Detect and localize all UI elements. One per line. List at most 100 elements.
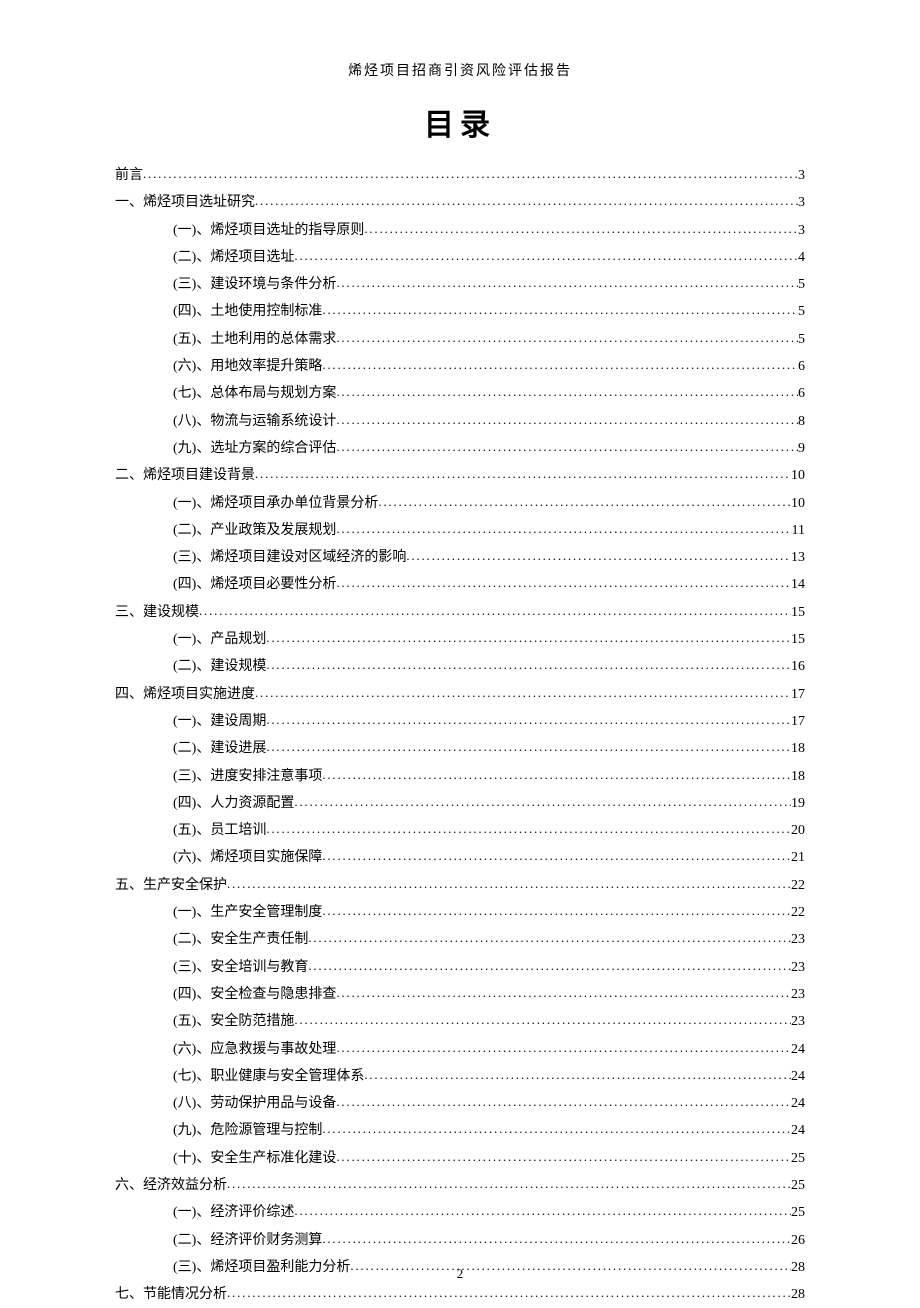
toc-leader-dots [294,243,798,268]
toc-entry: 五、生产安全保护22 [115,872,805,899]
toc-leader-dots [336,379,798,404]
toc-entry-page: 13 [791,544,805,571]
toc-leader-dots [336,570,791,595]
toc-entry: (三)、烯烃项目建设对区域经济的影响 13 [173,544,805,571]
toc-leader-dots [336,434,798,459]
toc-entry: (一)、烯烃项目选址的指导原则3 [173,217,805,244]
toc-entry-text: (四)、土地使用控制标准 [173,298,322,325]
toc-entry-text: (二)、建设进展 [173,735,266,762]
toc-leader-dots [336,1035,791,1060]
toc-entry: (一)、建设周期17 [173,708,805,735]
toc-entry: (八)、物流与运输系统设计 8 [173,408,805,435]
toc-leader-dots [294,789,791,814]
toc-leader-dots [255,188,798,213]
toc-leader-dots [266,707,791,732]
toc-leader-dots [336,270,798,295]
toc-leader-dots [294,1198,791,1223]
toc-leader-dots [266,652,791,677]
toc-entry: (三)、进度安排注意事项 18 [173,763,805,790]
toc-entry-page: 4 [798,244,805,271]
toc-entry-page: 15 [791,599,805,626]
toc-entry: (四)、安全检查与隐患排查23 [173,981,805,1008]
toc-leader-dots [336,407,798,432]
toc-entry-text: (十)、安全生产标准化建设 [173,1145,336,1172]
toc-entry-text: (九)、危险源管理与控制 [173,1117,322,1144]
toc-entry: (四)、人力资源配置 19 [173,790,805,817]
toc-entry: (一)、烯烃项目承办单位背景分析 10 [173,490,805,517]
toc-entry: (六)、烯烃项目实施保障 21 [173,844,805,871]
toc-entry-text: (八)、物流与运输系统设计 [173,408,336,435]
toc-entry: (三)、安全培训与教育23 [173,954,805,981]
toc-entry-page: 28 [791,1281,805,1308]
toc-entry-page: 21 [791,844,805,871]
toc-entry-page: 24 [791,1090,805,1117]
toc-leader-dots [143,161,798,186]
toc-entry-page: 24 [791,1063,805,1090]
toc-entry-text: 一、烯烃项目选址研究 [115,189,255,216]
page-number: 2 [0,1266,920,1282]
toc-entry: (一)、生产安全管理制度 22 [173,899,805,926]
toc-leader-dots [322,1226,791,1251]
toc-entry-text: (一)、生产安全管理制度 [173,899,322,926]
toc-entry-text: (一)、产品规划 [173,626,266,653]
toc-entry-text: (六)、烯烃项目实施保障 [173,844,322,871]
toc-entry-page: 18 [791,735,805,762]
toc-leader-dots [336,325,798,350]
toc-entry-page: 18 [791,763,805,790]
toc-entry: 三、建设规模15 [115,599,805,626]
toc-entry: 四、烯烃项目实施进度17 [115,681,805,708]
toc-entry-text: (一)、建设周期 [173,708,266,735]
toc-entry-text: (三)、建设环境与条件分析 [173,271,336,298]
toc-entry-text: (二)、建设规模 [173,653,266,680]
toc-leader-dots [322,352,798,377]
toc-entry-page: 19 [791,790,805,817]
toc-entry-page: 15 [791,626,805,653]
toc-entry-text: 四、烯烃项目实施进度 [115,681,255,708]
toc-entry: (六)、用地效率提升策略6 [173,353,805,380]
toc-entry-page: 25 [791,1172,805,1199]
toc-entry-page: 8 [798,408,805,435]
toc-entry-text: (一)、烯烃项目承办单位背景分析 [173,490,378,517]
toc-leader-dots [199,598,791,623]
document-header: 烯烃项目招商引资风险评估报告 [115,60,805,80]
toc-entry-page: 22 [791,872,805,899]
toc-leader-dots [294,1007,791,1032]
toc-container: 前言3一、烯烃项目选址研究3(一)、烯烃项目选址的指导原则3(二)、烯烃项目选址… [115,162,805,1308]
toc-entry: (二)、建设规模 16 [173,653,805,680]
toc-leader-dots [266,625,791,650]
toc-entry-text: (四)、安全检查与隐患排查 [173,981,336,1008]
toc-entry: (九)、危险源管理与控制24 [173,1117,805,1144]
toc-leader-dots [255,461,791,486]
toc-entry-text: 前言 [115,162,143,189]
toc-entry-text: (二)、经济评价财务测算 [173,1227,322,1254]
toc-leader-dots [266,816,791,841]
toc-leader-dots [266,734,791,759]
toc-entry-page: 23 [791,926,805,953]
toc-entry-page: 23 [791,1008,805,1035]
toc-entry: (二)、烯烃项目选址4 [173,244,805,271]
toc-entry: (七)、总体布局与规划方案6 [173,380,805,407]
toc-leader-dots [322,762,791,787]
toc-leader-dots [378,489,791,514]
toc-entry-text: (三)、进度安排注意事项 [173,763,322,790]
toc-entry-page: 22 [791,899,805,926]
toc-entry: (六)、应急救援与事故处理24 [173,1036,805,1063]
toc-entry-page: 10 [791,462,805,489]
toc-entry-page: 16 [791,653,805,680]
toc-entry-text: (三)、烯烃项目建设对区域经济的影响 [173,544,406,571]
toc-entry-text: (九)、选址方案的综合评估 [173,435,336,462]
toc-entry-page: 10 [791,490,805,517]
toc-entry-text: (五)、土地利用的总体需求 [173,326,336,353]
toc-entry: 一、烯烃项目选址研究3 [115,189,805,216]
toc-entry-text: (七)、总体布局与规划方案 [173,380,336,407]
toc-leader-dots [308,953,791,978]
toc-entry-page: 24 [791,1036,805,1063]
toc-leader-dots [255,680,791,705]
toc-entry-page: 20 [791,817,805,844]
toc-entry-text: (四)、人力资源配置 [173,790,294,817]
toc-entry-text: (一)、烯烃项目选址的指导原则 [173,217,364,244]
toc-entry: 六、经济效益分析25 [115,1172,805,1199]
toc-leader-dots [322,898,791,923]
toc-entry: (一)、产品规划 15 [173,626,805,653]
toc-entry: (五)、安全防范措施23 [173,1008,805,1035]
